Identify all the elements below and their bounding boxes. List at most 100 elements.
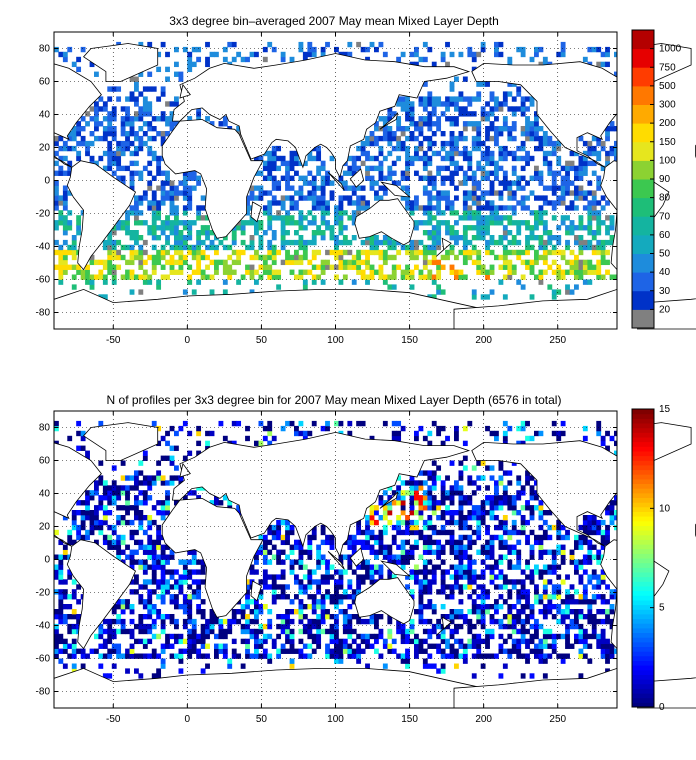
map1-bin: [129, 230, 135, 236]
map2-bin: [565, 633, 570, 640]
map2-bin: [400, 549, 406, 555]
map1-bin: [534, 225, 539, 231]
map2-bin: [391, 490, 397, 496]
map1-bin: [374, 140, 379, 147]
map2-bin: [520, 490, 526, 496]
map2-bin: [529, 475, 535, 481]
map2-bin: [360, 633, 366, 640]
map1-bin: [178, 239, 184, 246]
map1-bin: [294, 200, 299, 206]
map2-bin: [485, 539, 490, 546]
map2-bin: [311, 623, 317, 630]
map1-bin: [534, 121, 539, 127]
map2-bin: [369, 643, 375, 649]
map2-bin: [494, 505, 499, 511]
map2-bin: [147, 539, 153, 546]
map2-bin: [236, 653, 242, 659]
map1-bin: [267, 160, 273, 167]
map1-bin: [582, 150, 588, 157]
map1-bin: [129, 289, 135, 295]
map2-bin: [76, 599, 82, 605]
map2-colorbar-segment: [632, 679, 654, 685]
map1-bin: [187, 175, 193, 181]
map1-bin: [387, 106, 393, 112]
map2-bin: [458, 470, 464, 476]
map2-bin: [62, 618, 68, 625]
map1-bin: [569, 190, 575, 196]
map1-bin: [538, 135, 544, 142]
map2-bin: [605, 584, 610, 590]
map2-bin: [182, 638, 188, 645]
map2-bin: [436, 643, 442, 649]
map2-bin: [422, 638, 428, 645]
map2-bin: [214, 495, 219, 501]
map1-bin: [396, 126, 402, 132]
map2-bin: [400, 495, 406, 501]
map2-bin: [116, 519, 122, 526]
map1-bin: [405, 269, 410, 275]
map1-bin: [111, 230, 117, 236]
map2-bin: [387, 648, 393, 654]
map2-bin: [280, 584, 286, 590]
map2-bin: [454, 609, 459, 615]
map2-bin: [214, 633, 219, 640]
map2-bin: [58, 638, 64, 645]
map1-bin: [196, 205, 202, 211]
map2-bin: [436, 623, 442, 630]
map1-bin: [111, 135, 117, 142]
map2-bin: [231, 648, 237, 654]
map2-bin: [587, 618, 593, 625]
map2-bin: [325, 425, 330, 432]
map1-bin: [400, 274, 406, 280]
map2-bin: [507, 623, 513, 630]
map1-bin: [569, 200, 575, 206]
map2-bin: [458, 643, 464, 649]
map2-bin: [547, 549, 553, 555]
map1-bin: [294, 220, 299, 226]
map2-bin: [427, 663, 433, 669]
map2-bin: [418, 510, 424, 516]
map1-bin: [178, 269, 184, 275]
map1-bin: [494, 51, 499, 58]
map1-bin: [116, 150, 122, 157]
map2-bin: [542, 549, 548, 555]
map1-bin: [409, 269, 415, 275]
map1-bin: [596, 215, 602, 221]
map1-bin: [436, 200, 442, 206]
map1-bin: [405, 264, 410, 270]
map1-bin: [169, 121, 175, 127]
map2-bin: [347, 534, 353, 541]
map2-bin: [218, 500, 224, 506]
map2-bin: [502, 599, 508, 605]
map2-bin: [525, 475, 530, 481]
map2-bin: [156, 584, 162, 590]
map2-bin: [54, 643, 59, 649]
map1-bin: [405, 190, 410, 196]
map2-bin: [387, 505, 393, 511]
map2-bin: [440, 529, 446, 536]
map1-bin: [462, 111, 468, 117]
map1-bin: [591, 210, 597, 216]
map1-bin: [169, 190, 175, 196]
map1-bin: [449, 244, 455, 251]
map2-bin: [409, 569, 415, 575]
map2-bin: [280, 623, 286, 630]
map2-bin: [418, 505, 424, 511]
map2-bin: [462, 648, 468, 654]
map2-bin: [62, 589, 68, 595]
map2-bin: [365, 519, 370, 526]
map1-bin: [462, 96, 468, 102]
map1-bin: [245, 200, 250, 206]
map1-bin: [134, 205, 139, 211]
map2-bin: [160, 574, 166, 580]
map2-bin: [378, 633, 384, 640]
map2-bin: [347, 618, 353, 625]
map1-xtick-label: 250: [549, 335, 566, 346]
map2-bin: [262, 539, 268, 546]
map1-bin: [120, 220, 126, 226]
map2-bin: [67, 569, 73, 575]
map1-bin: [347, 239, 353, 246]
map2-bin: [142, 604, 148, 610]
map2-bin: [160, 515, 166, 521]
map2-bin: [276, 519, 282, 526]
